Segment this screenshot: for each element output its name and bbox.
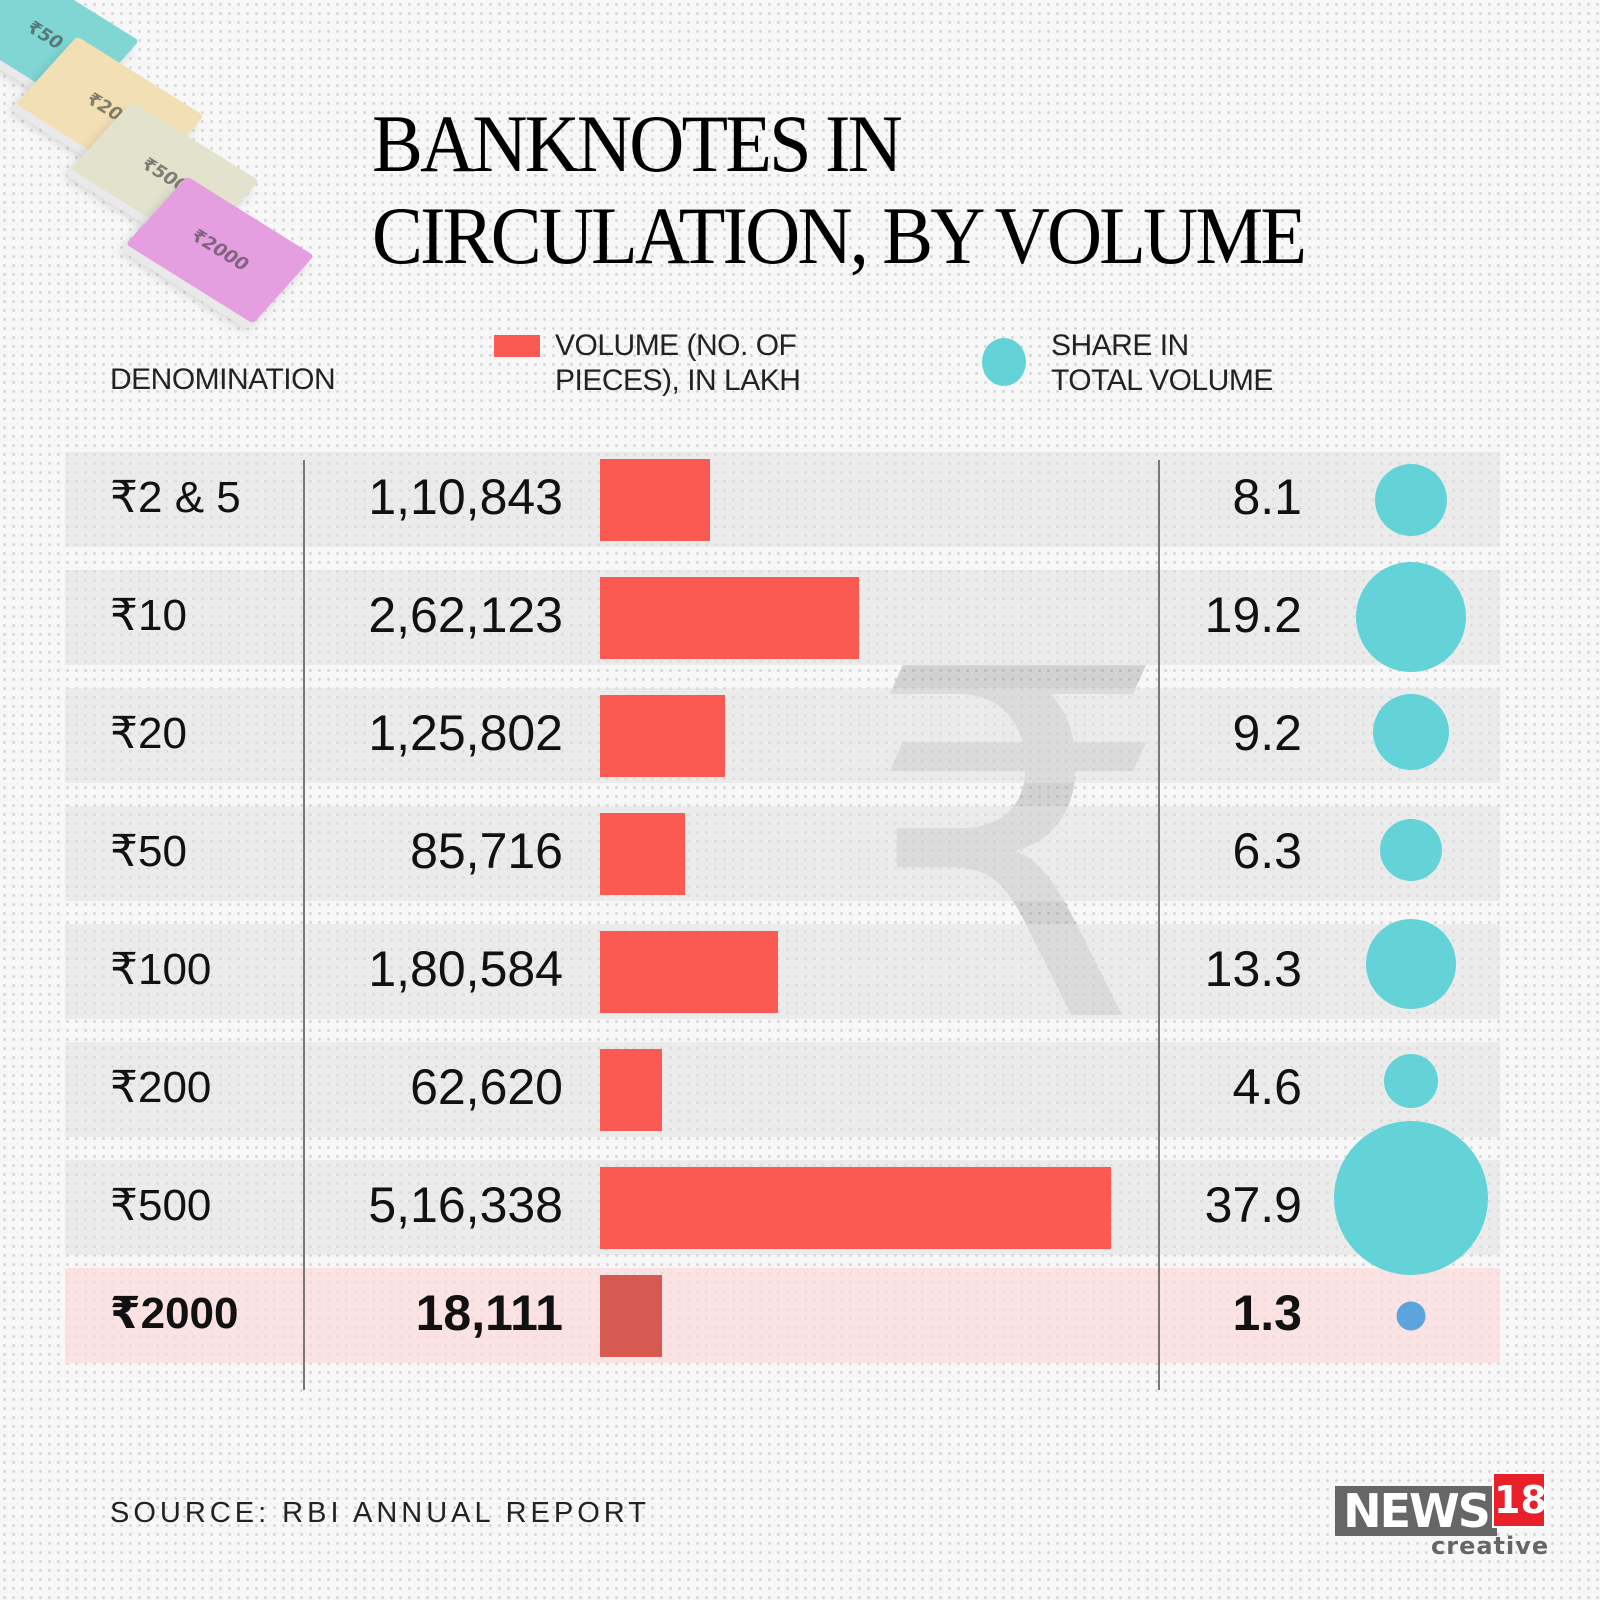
source-note: SOURCE: RBI ANNUAL REPORT (110, 1497, 650, 1529)
column-divider (1158, 460, 1160, 1390)
share-cell: 6.3 (1232, 823, 1302, 879)
share-circle (1384, 1054, 1438, 1108)
share-cell: 37.9 (1204, 1177, 1302, 1233)
title-line-1: BANKNOTES IN (372, 98, 903, 189)
share-legend-line-1: SHARE IN (1051, 329, 1189, 362)
volume-cell: 1,80,584 (368, 941, 563, 997)
denomination-header: DENOMINATION (110, 363, 336, 396)
volume-bar (600, 931, 778, 1013)
volume-legend-label: VOLUME (NO. OF PIECES), IN LAKH (555, 328, 801, 398)
share-circle (1375, 464, 1447, 536)
volume-legend-swatch (494, 335, 540, 357)
share-legend-line-2: TOTAL VOLUME (1051, 364, 1273, 397)
share-cell: 13.3 (1204, 941, 1302, 997)
logo-18-badge: 18 (1492, 1472, 1547, 1528)
denomination-cell: ₹10 (110, 591, 187, 640)
table-row: ₹20 1,25,802 9.2 (65, 688, 1500, 783)
volume-legend-line-1: VOLUME (NO. OF (555, 329, 797, 362)
volume-bar (600, 577, 859, 659)
title-line-2: CIRCULATION, BY VOLUME (372, 190, 1307, 281)
volume-cell: 5,16,338 (368, 1177, 563, 1233)
denomination-cell: ₹50 (110, 827, 187, 876)
denomination-cell: ₹100 (110, 945, 212, 994)
share-legend-label: SHARE IN TOTAL VOLUME (1051, 328, 1273, 398)
volume-cell: 85,716 (410, 823, 563, 879)
volume-bar (600, 1167, 1111, 1249)
volume-bar (600, 1049, 662, 1131)
column-divider (303, 460, 305, 1390)
denomination-cell: ₹500 (110, 1181, 212, 1230)
volume-bar (600, 459, 710, 541)
volume-cell: 62,620 (410, 1059, 563, 1115)
table-row: ₹200 62,620 4.6 (65, 1042, 1500, 1137)
denomination-cell: ₹20 (110, 709, 187, 758)
logo-news-text: NEWS (1335, 1486, 1497, 1536)
volume-legend-line-2: PIECES), IN LAKH (555, 364, 801, 397)
share-legend-dot (982, 338, 1026, 386)
share-circle (1334, 1121, 1488, 1275)
share-circle (1380, 819, 1442, 881)
volume-bar (600, 1275, 662, 1357)
table-row: ₹2 & 5 1,10,843 8.1 (65, 452, 1500, 547)
denomination-cell: ₹2000 (110, 1289, 239, 1338)
banknotes-illustration: ₹50 ₹200 ₹500 ₹2000 (0, 0, 320, 340)
logo-creative-text: creative (1431, 1532, 1550, 1560)
denomination-cell: ₹2 & 5 (110, 473, 241, 522)
volume-cell: 1,25,802 (368, 705, 563, 761)
share-circle-highlighted (1396, 1301, 1426, 1331)
table-row: ₹100 1,80,584 13.3 (65, 924, 1500, 1019)
share-circle (1366, 919, 1456, 1009)
chart-title: BANKNOTES IN CIRCULATION, BY VOLUME (372, 98, 1307, 282)
volume-bar (600, 695, 725, 777)
volume-cell: 18,111 (415, 1285, 563, 1341)
share-circle (1356, 562, 1466, 672)
table-row: ₹50 85,716 6.3 (65, 806, 1500, 901)
share-circle (1373, 694, 1449, 770)
denomination-cell: ₹200 (110, 1063, 212, 1112)
share-cell: 8.1 (1232, 469, 1302, 525)
volume-cell: 2,62,123 (368, 587, 563, 643)
table-row: ₹10 2,62,123 19.2 (65, 570, 1500, 665)
table-row: ₹500 5,16,338 37.9 (65, 1160, 1500, 1255)
share-cell: 19.2 (1204, 587, 1302, 643)
share-cell: 9.2 (1232, 705, 1302, 761)
share-cell: 4.6 (1232, 1059, 1302, 1115)
volume-cell: 1,10,843 (368, 469, 563, 525)
share-cell: 1.3 (1232, 1285, 1302, 1341)
table-row-highlighted: ₹2000 18,111 1.3 (65, 1268, 1500, 1363)
volume-bar (600, 813, 685, 895)
